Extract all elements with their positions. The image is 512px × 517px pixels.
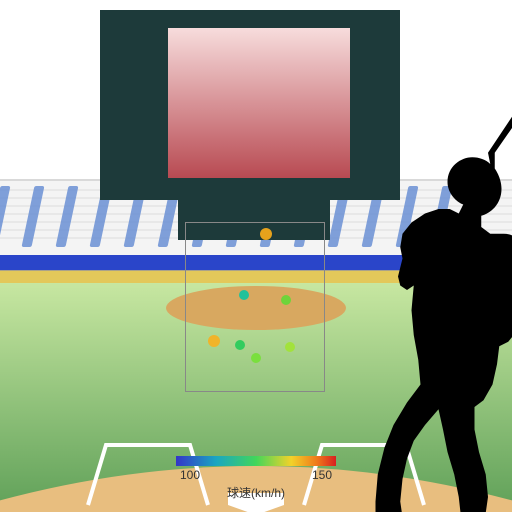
pitch-location-diagram: 100 150 球速(km/h) (0, 0, 512, 512)
speed-legend: 100 150 球速(km/h) (176, 456, 336, 501)
legend-tick-max: 150 (312, 468, 332, 482)
legend-gradient-bar (176, 456, 336, 466)
legend-ticks: 100 150 (176, 468, 336, 482)
legend-tick-min: 100 (180, 468, 200, 482)
batter-silhouette (0, 0, 512, 512)
legend-axis-label: 球速(km/h) (176, 484, 336, 501)
